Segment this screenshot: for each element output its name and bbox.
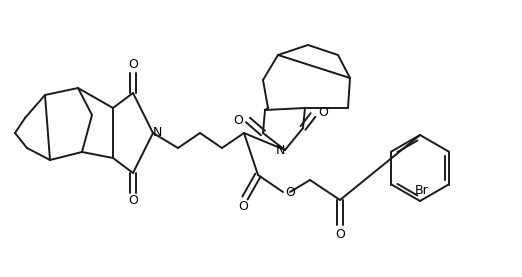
Text: O: O (128, 194, 138, 207)
Text: N: N (152, 127, 162, 140)
Text: O: O (233, 114, 243, 127)
Text: O: O (318, 106, 328, 119)
Text: O: O (238, 201, 248, 214)
Text: Br: Br (415, 184, 429, 198)
Text: O: O (335, 227, 345, 240)
Text: O: O (285, 186, 295, 199)
Text: N: N (275, 143, 284, 157)
Text: O: O (128, 58, 138, 71)
